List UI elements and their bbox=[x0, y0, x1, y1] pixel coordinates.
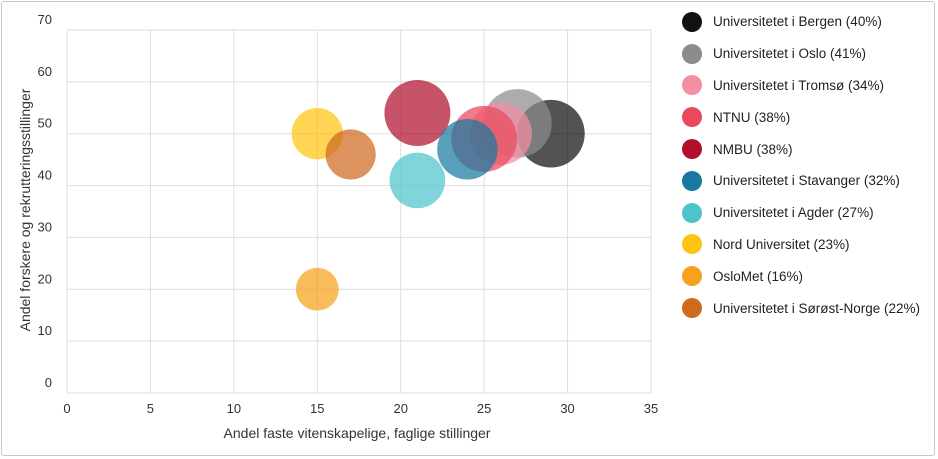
legend-swatch bbox=[682, 107, 702, 128]
legend-label: OsloMet (16%) bbox=[713, 268, 804, 284]
y-tick-label: 40 bbox=[38, 168, 52, 183]
legend-item[interactable]: Universitetet i Agder (27%) bbox=[676, 197, 934, 229]
y-tick-label: 50 bbox=[38, 116, 52, 131]
legend-label: Universitetet i Oslo (41%) bbox=[713, 46, 867, 62]
legend-item[interactable]: Universitetet i Bergen (40%) bbox=[676, 6, 934, 38]
y-tick-label: 30 bbox=[38, 219, 52, 234]
grid-lines bbox=[66, 29, 652, 394]
x-tick-label: 35 bbox=[644, 401, 658, 416]
legend-item[interactable]: Universitetet i Stavanger (32%) bbox=[676, 165, 934, 197]
legend-item[interactable]: Universitetet i Sørøst-Norge (22%) bbox=[676, 292, 934, 324]
legend-swatch bbox=[682, 170, 702, 191]
legend-swatch bbox=[682, 202, 702, 223]
y-tick-label: 70 bbox=[38, 12, 52, 27]
legend-label: Universitetet i Agder (27%) bbox=[713, 205, 874, 221]
x-tick-label: 15 bbox=[310, 401, 324, 416]
legend-item[interactable]: NTNU (38%) bbox=[676, 101, 934, 133]
legend-label: Universitetet i Sørøst-Norge (22%) bbox=[713, 300, 921, 316]
bubble-4[interactable] bbox=[384, 79, 451, 146]
x-tick-label: 30 bbox=[560, 401, 574, 416]
y-axis-label: Andel forskere og rekrutteringsstillinge… bbox=[17, 88, 33, 331]
legend-item[interactable]: Universitetet i Tromsø (34%) bbox=[676, 70, 934, 102]
legend-swatch bbox=[682, 139, 702, 160]
legend-label: NTNU (38%) bbox=[713, 109, 791, 125]
bubbles bbox=[291, 79, 585, 311]
legend-label: Universitetet i Bergen (40%) bbox=[713, 14, 882, 30]
legend-swatch bbox=[682, 298, 702, 319]
y-tick-label: 0 bbox=[45, 375, 52, 390]
x-tick-label: 20 bbox=[393, 401, 407, 416]
bubble-8[interactable] bbox=[295, 267, 339, 311]
legend-swatch bbox=[682, 11, 702, 32]
y-tick-label: 60 bbox=[38, 64, 52, 79]
x-tick-label: 5 bbox=[147, 401, 154, 416]
bubble-5[interactable] bbox=[437, 119, 498, 180]
legend-swatch bbox=[682, 266, 702, 287]
y-tick-label: 20 bbox=[38, 271, 52, 286]
x-tick-labels: 0 5 10 15 20 25 30 35 bbox=[63, 401, 658, 416]
y-tick-labels: 0 10 20 30 40 50 60 70 bbox=[38, 12, 52, 390]
legend: Universitetet i Bergen (40%) Universitete… bbox=[676, 6, 934, 324]
bubble-9[interactable] bbox=[325, 129, 376, 180]
bubble-6[interactable] bbox=[389, 152, 446, 209]
legend-label: Universitetet i Stavanger (32%) bbox=[713, 173, 900, 189]
x-tick-label: 25 bbox=[477, 401, 491, 416]
legend-item[interactable]: Universitetet i Oslo (41%) bbox=[676, 38, 934, 70]
legend-swatch bbox=[682, 43, 702, 64]
legend-label: NMBU (38%) bbox=[713, 141, 793, 157]
x-axis-label: Andel faste vitenskapelige, faglige stil… bbox=[224, 425, 491, 441]
legend-item[interactable]: Nord Universitet (23%) bbox=[676, 229, 934, 261]
x-tick-label: 10 bbox=[227, 401, 241, 416]
x-tick-label: 0 bbox=[63, 401, 70, 416]
legend-swatch bbox=[682, 234, 702, 255]
legend-label: Universitetet i Tromsø (34%) bbox=[713, 77, 885, 93]
legend-swatch bbox=[682, 75, 702, 96]
legend-item[interactable]: OsloMet (16%) bbox=[676, 260, 934, 292]
y-tick-label: 10 bbox=[38, 323, 52, 338]
legend-item[interactable]: NMBU (38%) bbox=[676, 133, 934, 165]
legend-label: Nord Universitet (23%) bbox=[713, 236, 850, 252]
